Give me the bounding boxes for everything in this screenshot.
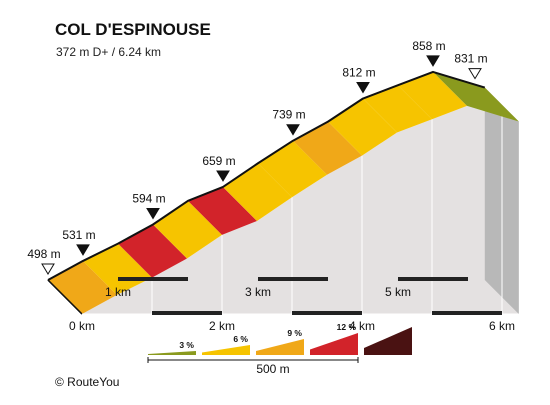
elevation-marker-icon <box>216 170 230 182</box>
profile-front-face <box>82 105 519 314</box>
axis-km-bar <box>432 311 502 315</box>
copyright-footer: © RouteYou <box>55 375 120 389</box>
legend-label: 12 % <box>337 322 357 332</box>
gradient-segment <box>188 186 257 235</box>
elevation-marker-icon <box>286 124 300 136</box>
gradient-segment <box>118 224 187 278</box>
legend-swatch <box>364 327 412 355</box>
elevation-label: 858 m <box>412 39 445 53</box>
elevation-marker-icon <box>426 55 440 67</box>
axis-left-edge <box>47 279 83 315</box>
axis-km-bar-back <box>118 277 188 281</box>
legend-label: 9 % <box>287 328 302 338</box>
elevation-label: 831 m <box>454 52 487 66</box>
gradient-segment <box>83 243 152 295</box>
legend-label: 6 % <box>233 334 248 344</box>
km-tick-label: 4 km <box>349 319 375 333</box>
chart-subtitle: 372 m D+ / 6.24 km <box>56 45 162 59</box>
elevation-label: 498 m <box>27 247 60 261</box>
elevation-marker-icon <box>76 244 90 256</box>
gradient-segment <box>223 163 292 221</box>
scale-bar-label: 500 m <box>256 362 289 376</box>
elevation-marker-icon <box>468 68 482 80</box>
gradient-segment <box>153 200 222 259</box>
axis-km-bar <box>152 311 222 315</box>
elevation-marker-icon <box>41 263 55 275</box>
gradient-segment <box>363 85 432 133</box>
km-tick-label: 1 km <box>105 285 131 299</box>
km-tick-label: 0 km <box>69 319 95 333</box>
gradient-segment <box>293 121 362 175</box>
legend-swatch <box>256 339 304 355</box>
profile-ridge-line <box>47 70 486 281</box>
gradient-segment <box>258 140 327 198</box>
gradient-segment <box>48 260 117 314</box>
elevation-label: 594 m <box>132 192 165 206</box>
elevation-label: 531 m <box>62 228 95 242</box>
elevation-label: 739 m <box>272 108 305 122</box>
legend-swatch <box>202 345 250 355</box>
chart-title: COL D'ESPINOUSE <box>55 20 211 39</box>
km-tick-label: 6 km <box>489 319 515 333</box>
km-tick-label: 5 km <box>385 285 411 299</box>
axis-km-bar <box>292 311 362 315</box>
legend-swatch <box>148 351 196 355</box>
elevation-marker-icon <box>146 208 160 220</box>
gradient-segment <box>328 98 397 156</box>
km-tick-label: 2 km <box>209 319 235 333</box>
axis-km-bar-back <box>258 277 328 281</box>
legend-swatch <box>310 333 358 355</box>
gradient-segment <box>398 71 467 120</box>
km-tick-label: 3 km <box>245 285 271 299</box>
axis-km-bar-back <box>398 277 468 281</box>
elevation-label: 659 m <box>202 154 235 168</box>
elevation-label: 812 m <box>342 66 375 80</box>
legend-label: 3 % <box>179 340 194 350</box>
elevation-marker-icon <box>356 82 370 94</box>
gradient-segment <box>433 71 519 122</box>
